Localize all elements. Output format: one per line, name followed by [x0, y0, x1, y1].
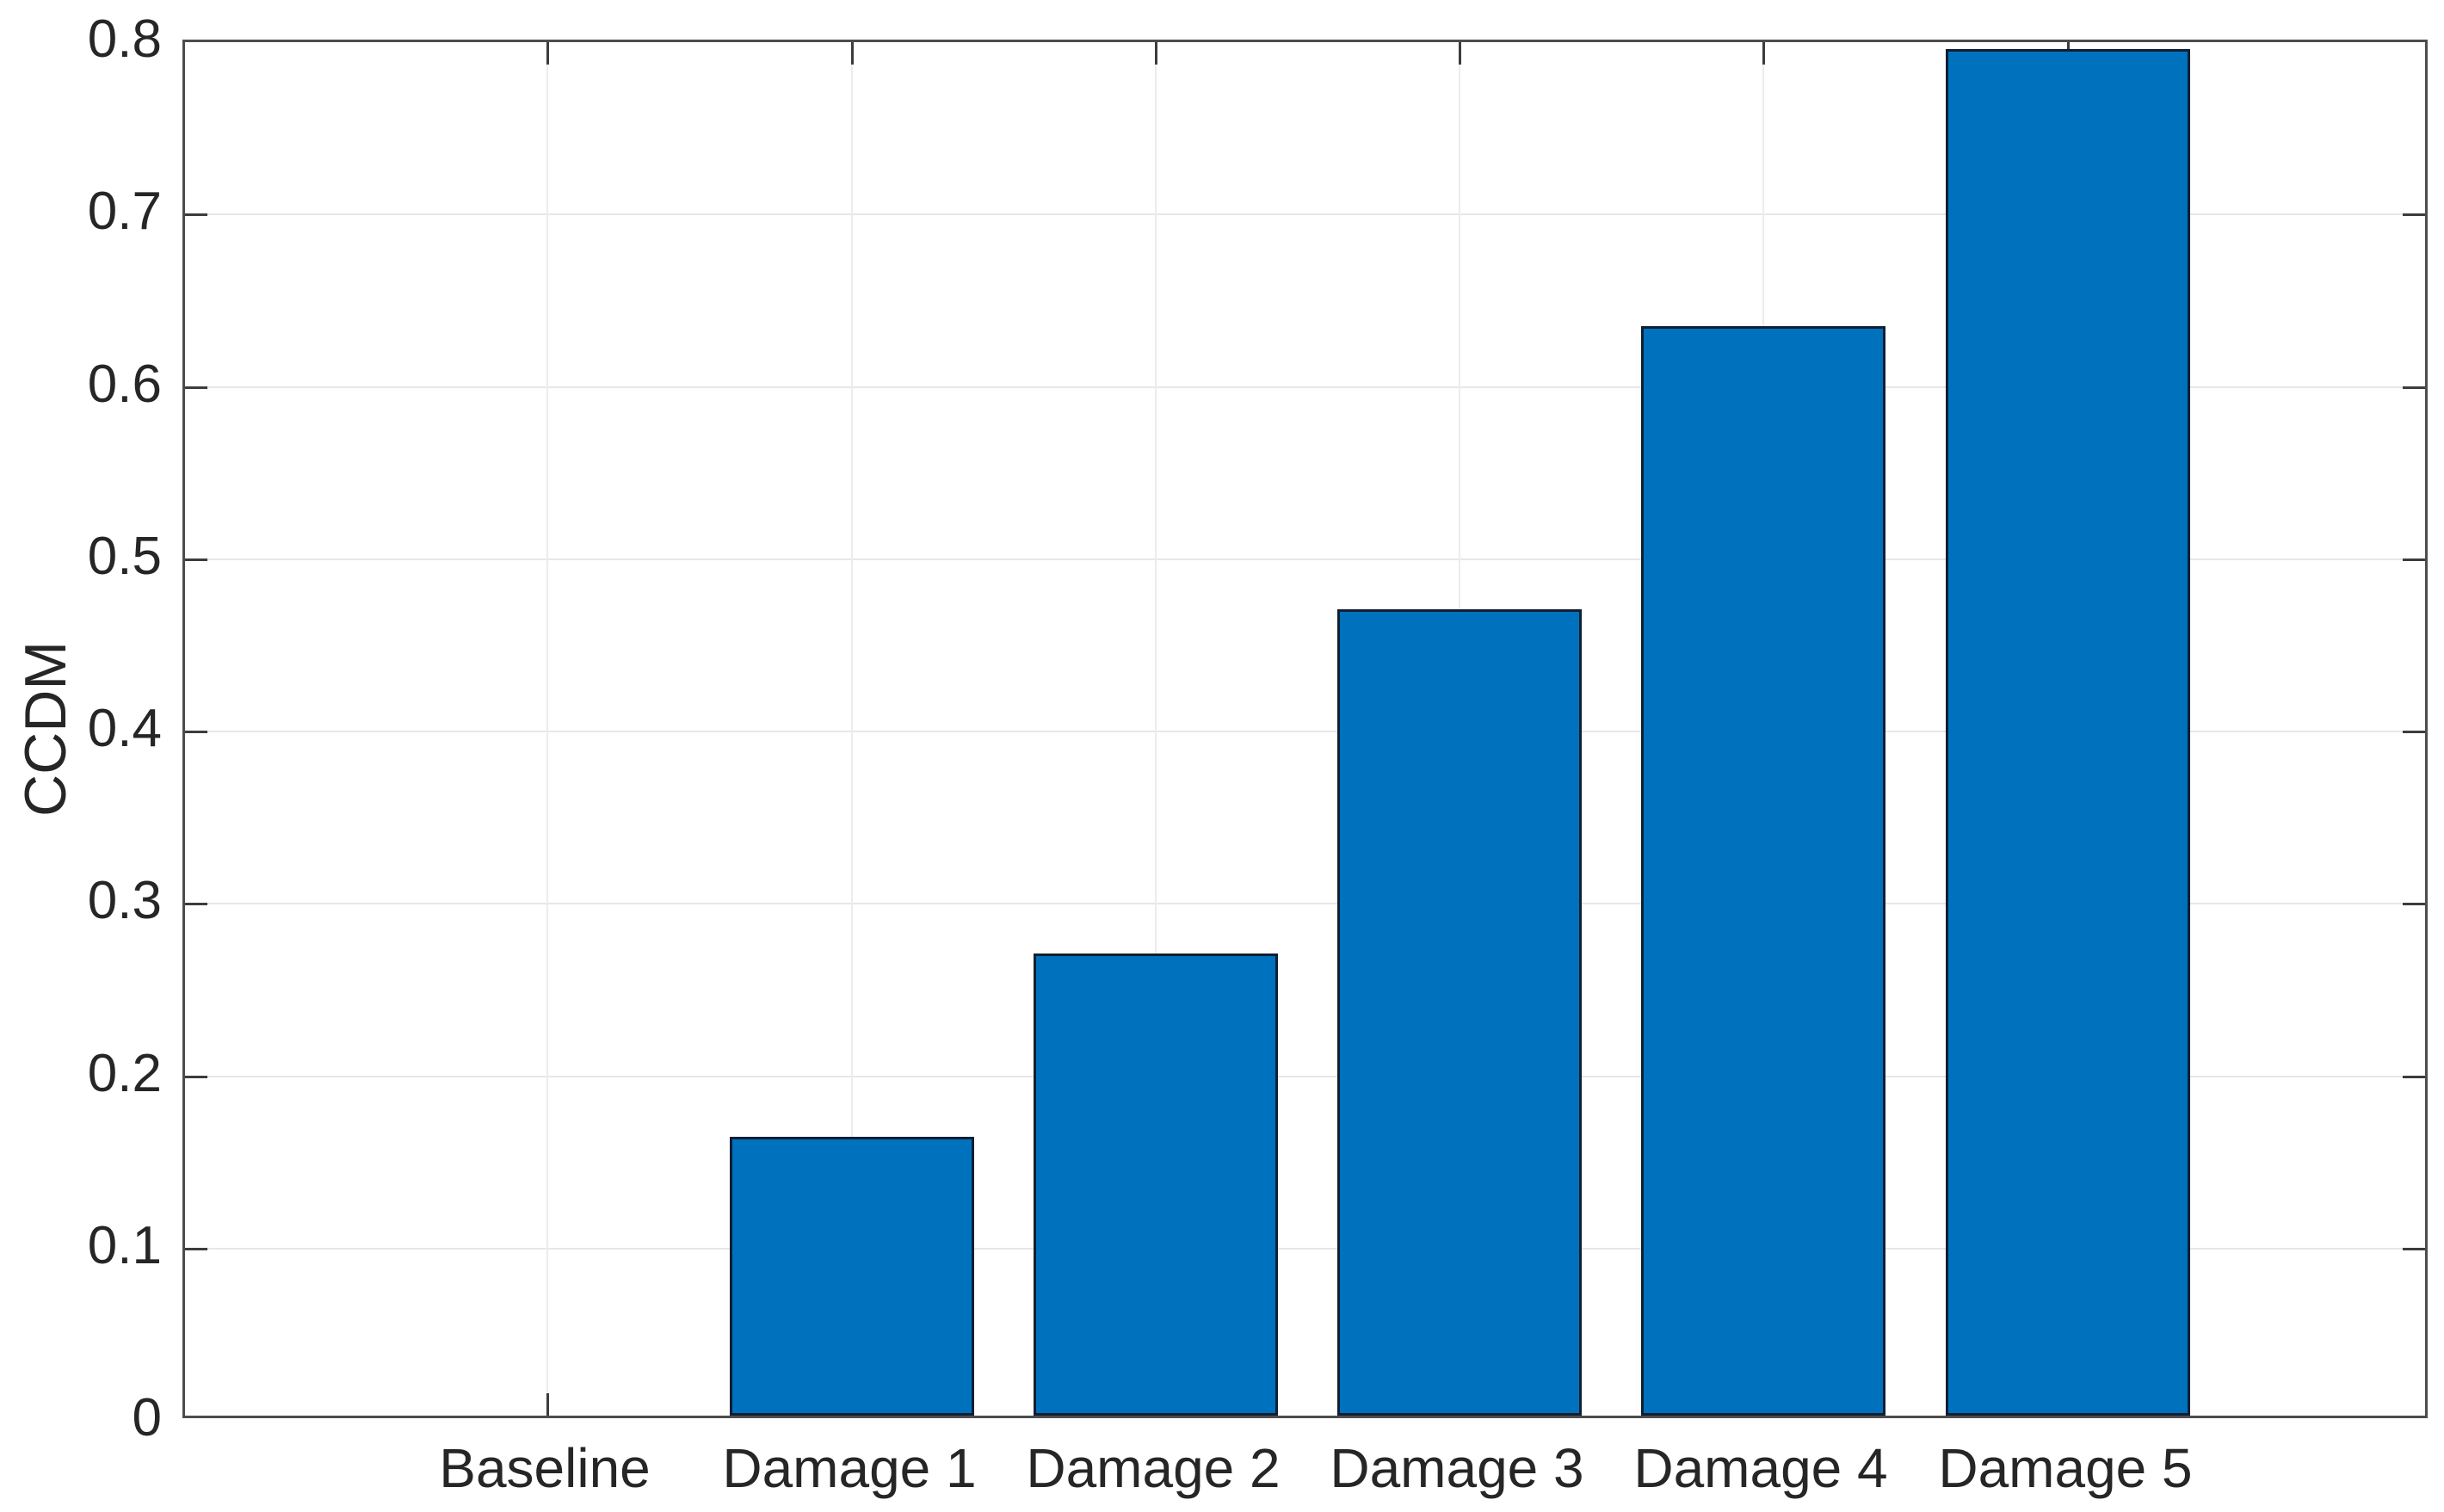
- y-tick-left-0.7: [185, 213, 207, 216]
- y-tick-left-0.5: [185, 559, 207, 561]
- y-tick-label-0.4: 0.4: [87, 699, 162, 758]
- h-gridline-0.5: [185, 559, 2425, 560]
- y-tick-label-0: 0: [132, 1388, 162, 1447]
- x-tick-top-damage-1: [851, 42, 854, 65]
- x-tick-label-damage-4: Damage 4: [1633, 1437, 1888, 1499]
- h-gridline-0.1: [185, 1248, 2425, 1250]
- x-tick-label-damage-2: Damage 2: [1026, 1437, 1281, 1499]
- y-tick-label-0.8: 0.8: [87, 9, 162, 69]
- y-tick-label-0.5: 0.5: [87, 527, 162, 586]
- bar-damage-2: [1034, 953, 1278, 1416]
- v-gridline-damage-1: [851, 42, 853, 1416]
- bar-damage-5: [1946, 49, 2190, 1416]
- x-tick-top-damage-4: [1762, 42, 1765, 65]
- h-gridline-0.2: [185, 1076, 2425, 1077]
- v-gridline-damage-2: [1155, 42, 1157, 1416]
- bar-damage-4: [1641, 326, 1885, 1416]
- bar-damage-3: [1337, 609, 1582, 1416]
- h-gridline-0.7: [185, 213, 2425, 215]
- x-tick-top-damage-2: [1155, 42, 1157, 65]
- y-tick-right-0.2: [2403, 1076, 2425, 1078]
- bar-damage-1: [730, 1137, 974, 1416]
- y-tick-left-0.3: [185, 903, 207, 905]
- y-tick-left-0.6: [185, 386, 207, 389]
- y-tick-left-0.2: [185, 1076, 207, 1078]
- x-tick-label-damage-1: Damage 1: [722, 1437, 977, 1499]
- y-tick-right-0.6: [2403, 386, 2425, 389]
- x-tick-label-damage-5: Damage 5: [1938, 1437, 2193, 1499]
- y-tick-right-0.4: [2403, 731, 2425, 733]
- h-gridline-0.6: [185, 386, 2425, 388]
- x-tick-top-damage-3: [1459, 42, 1461, 65]
- y-tick-left-0.4: [185, 731, 207, 733]
- y-tick-right-0.1: [2403, 1248, 2425, 1250]
- y-tick-label-0.7: 0.7: [87, 182, 162, 241]
- y-tick-label-0.3: 0.3: [87, 871, 162, 930]
- v-gridline-baseline: [546, 42, 548, 1416]
- y-tick-label-0.6: 0.6: [87, 355, 162, 414]
- h-gridline-0.3: [185, 903, 2425, 904]
- y-tick-label-0.2: 0.2: [87, 1044, 162, 1103]
- y-tick-left-0.1: [185, 1248, 207, 1250]
- h-gridline-0.4: [185, 731, 2425, 732]
- x-tick-label-damage-3: Damage 3: [1330, 1437, 1584, 1499]
- plot-area: [182, 40, 2428, 1418]
- y-tick-right-0.7: [2403, 213, 2425, 216]
- y-tick-right-0.3: [2403, 903, 2425, 905]
- x-tick-top-baseline: [546, 42, 549, 65]
- y-tick-label-0.1: 0.1: [87, 1216, 162, 1275]
- x-tick-bottom-baseline: [546, 1393, 549, 1416]
- y-tick-right-0.5: [2403, 559, 2425, 561]
- x-tick-label-baseline: Baseline: [439, 1437, 651, 1499]
